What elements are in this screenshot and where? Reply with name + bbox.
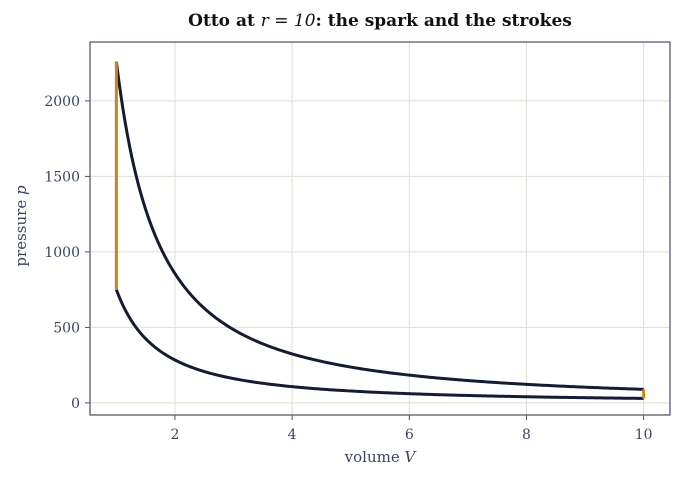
power-stroke-line — [114, 61, 644, 391]
plot-area — [114, 61, 646, 400]
compression-stroke-line — [114, 289, 644, 400]
y-tick-label: 500 — [53, 320, 80, 336]
y-axis-label: pressure p — [12, 185, 30, 267]
x-tick-label: 8 — [522, 427, 531, 443]
x-tick-label: 2 — [170, 427, 179, 443]
x-tick-label: 4 — [288, 427, 297, 443]
axis-ticks: 2 4 6 8 10 0 500 1000 1500 2000 — [44, 94, 652, 443]
grid-lines — [90, 42, 670, 415]
y-tick-label: 1000 — [44, 245, 80, 261]
y-tick-label: 1500 — [44, 169, 80, 185]
y-tick-label: 2000 — [44, 94, 80, 110]
plot-frame — [89, 41, 671, 416]
x-tick-label: 6 — [405, 427, 414, 443]
x-axis-label: volume V — [344, 448, 418, 466]
x-tick-label: 10 — [635, 427, 653, 443]
y-tick-label: 0 — [71, 396, 80, 412]
chart-title: Otto at r = 10: the spark and the stroke… — [188, 11, 572, 31]
